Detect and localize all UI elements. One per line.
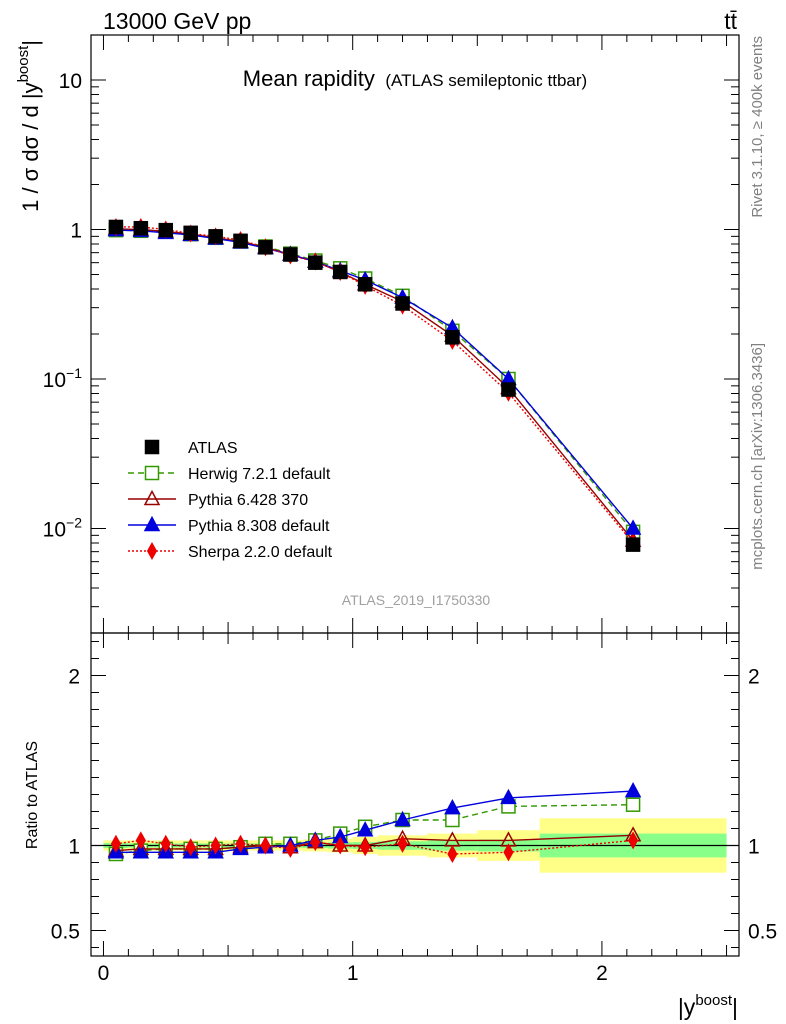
x-axis-title: |yboost|	[678, 992, 738, 1020]
ratio-data-point	[445, 812, 460, 828]
mcplots-label: mcplots.cern.ch [arXiv:1306.3436]	[749, 343, 766, 570]
main-y-axis-title: 1 / σ dσ / d |yboost|	[15, 40, 43, 212]
data-point	[332, 264, 348, 280]
data-point	[357, 277, 373, 292]
data-point	[258, 240, 273, 255]
ratio-data-point	[624, 782, 642, 798]
ratio-data-point	[503, 843, 514, 862]
ratio-data-point	[500, 788, 517, 805]
data-point	[283, 247, 298, 262]
ratio-data-point	[160, 834, 171, 853]
data-point	[625, 537, 641, 552]
ratio-data-point	[397, 834, 408, 853]
data-point	[501, 382, 516, 397]
ratio-panel-frame	[90, 632, 740, 957]
ratio-data-point	[625, 797, 641, 812]
legend-entry: Sherpa 2.2.0 default	[128, 541, 333, 561]
ratio-data-point	[310, 833, 321, 852]
data-point	[233, 233, 248, 249]
ratio-data-point	[360, 838, 371, 857]
legend-label: Pythia 6.428 370	[188, 492, 308, 509]
data-point	[183, 225, 198, 241]
legend-marker	[144, 465, 160, 481]
data-point	[395, 296, 410, 311]
legend-entry: ATLAS	[144, 439, 238, 457]
ratio-y-tick-label: 2	[68, 666, 80, 689]
data-point	[133, 220, 149, 236]
plot-title-main: Mean rapidity	[243, 66, 375, 91]
ratio-data-point	[135, 831, 146, 850]
ratio-data-point	[356, 821, 374, 837]
series-atlas	[108, 219, 641, 552]
legend-label: Pythia 8.308 default	[188, 518, 330, 535]
x-tick-label: 2	[596, 962, 608, 985]
ratio-series-sherpa-2-2-0-default	[110, 831, 639, 864]
data-point	[108, 219, 124, 235]
main-panel: 10 1 10−1 10−2	[43, 34, 739, 634]
energy-label: 13000 GeV pp	[103, 8, 251, 34]
ratio-data-point	[185, 838, 196, 857]
legend-marker	[143, 515, 161, 532]
main-y-tick-label: 10−1	[43, 365, 83, 392]
ratio-y-tick-label: 1	[68, 836, 80, 859]
legend-marker	[146, 541, 158, 561]
data-point	[445, 330, 460, 345]
plot-title: Mean rapidity (ATLAS semileptonic ttbar)	[243, 66, 587, 91]
ratio-y-tick-label-right: 2	[748, 666, 760, 689]
ratio-y-tick-label-right: 1	[748, 836, 760, 859]
ratio-data-point	[260, 836, 271, 855]
ratio-data-point	[335, 836, 346, 855]
main-y-tick-label: 10−2	[43, 515, 83, 542]
main-y-tick-label: 10	[59, 70, 82, 93]
series-pythia-8-308-default	[107, 221, 642, 535]
legend-entry: Pythia 6.428 370	[128, 489, 308, 509]
legend-marker	[144, 439, 160, 455]
ratio-data-point	[235, 834, 246, 853]
series-line	[115, 229, 634, 533]
x-tick-label: 0	[98, 962, 110, 985]
data-point	[308, 255, 323, 270]
legend-label: Herwig 7.2.1 default	[188, 466, 331, 483]
plot-title-sub: (ATLAS semileptonic ttbar)	[385, 71, 587, 90]
analysis-watermark: ATLAS_2019_I1750330	[342, 592, 491, 608]
legend-entry: Pythia 8.308 default	[128, 515, 330, 535]
x-tick-label: 1	[347, 962, 359, 985]
legend-marker	[143, 489, 161, 506]
ratio-panel: 0.5 0.5 1 1 2 2 0 1 2	[51, 633, 777, 985]
ratio-data-point	[132, 843, 150, 859]
ratio-data-point	[394, 810, 411, 827]
data-point	[158, 222, 174, 238]
series-line	[115, 229, 634, 529]
ratio-data-point	[285, 839, 296, 858]
ratio-data-point	[444, 799, 461, 815]
legend-entry: Herwig 7.2.1 default	[128, 465, 331, 483]
ratio-data-point	[628, 831, 639, 850]
legend-label: Sherpa 2.2.0 default	[188, 544, 333, 561]
rivet-version-label: Rivet 3.1.10, ≥ 400k events	[749, 36, 766, 218]
ratio-data-point	[447, 844, 458, 864]
ratio-y-axis-title: Ratio to ATLAS	[24, 741, 41, 849]
ratio-data-point	[110, 834, 121, 853]
main-y-tick-label: 1	[70, 220, 82, 243]
ratio-y-tick-label: 0.5	[51, 921, 80, 944]
data-point	[208, 229, 223, 244]
process-label: tt̄	[724, 8, 737, 34]
ratio-y-tick-label-right: 0.5	[748, 921, 777, 944]
ratio-data-point	[210, 836, 221, 855]
legend-label: ATLAS	[188, 440, 238, 457]
legend: ATLAS Herwig 7.2.1 default Pythia 6.428 37…	[128, 439, 333, 561]
